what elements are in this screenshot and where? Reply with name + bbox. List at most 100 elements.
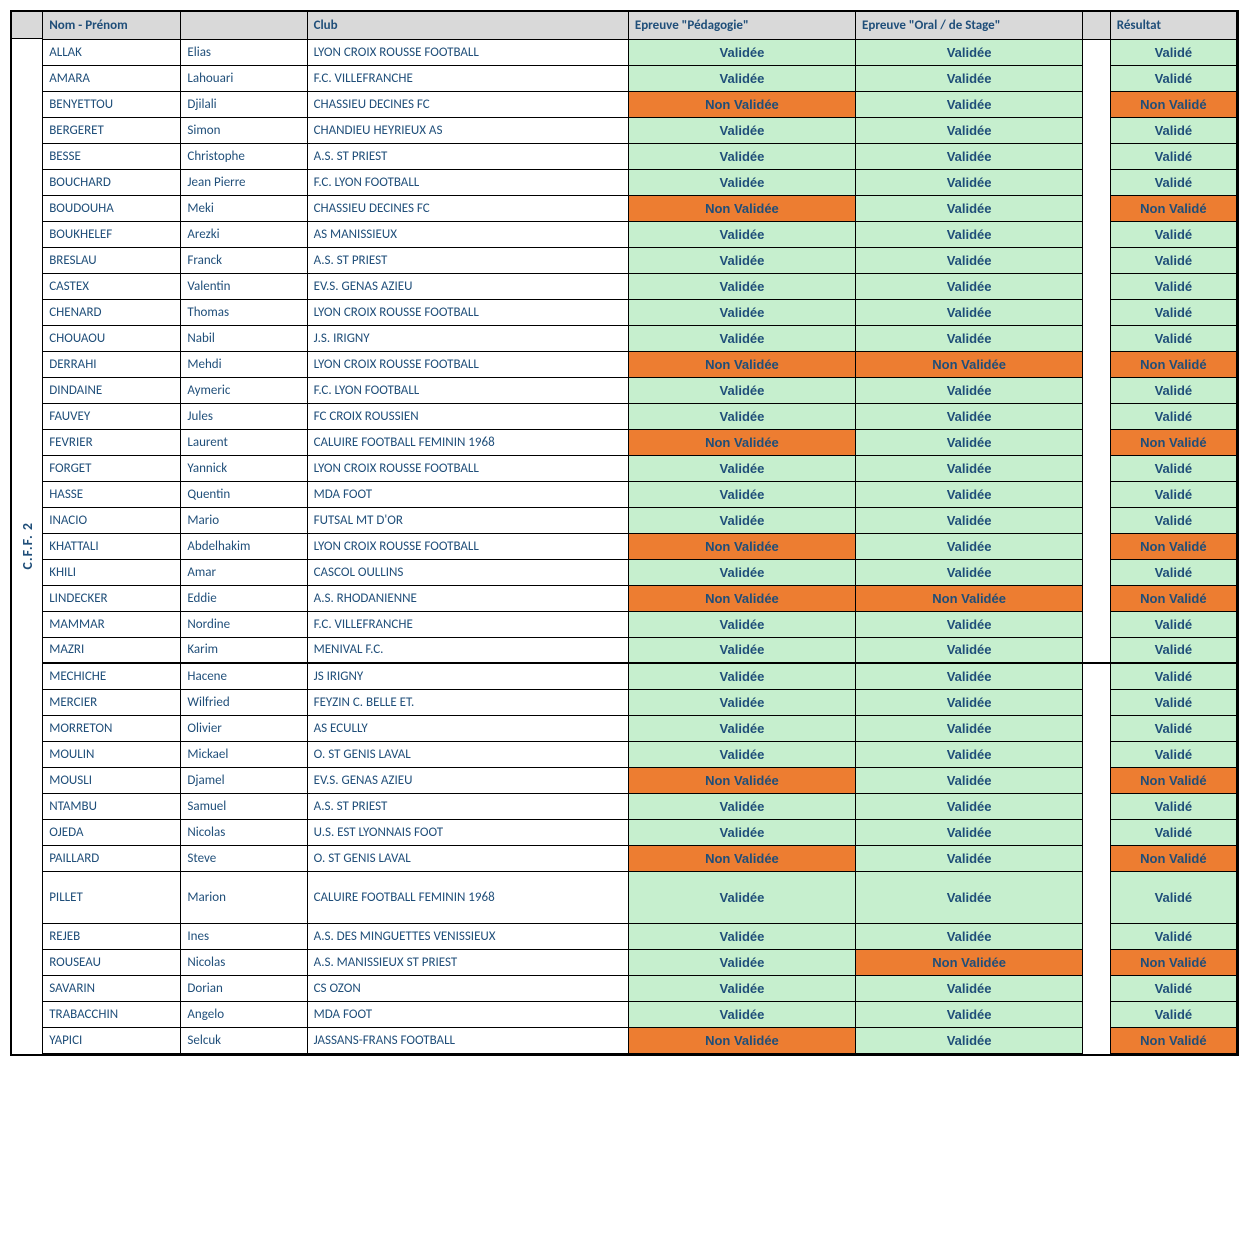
results-table: Nom - Prénom Club Epreuve "Pédagogie" Ep…: [43, 12, 1237, 1054]
cell-epreuve-pedagogie: Non Validée: [628, 845, 855, 871]
cell-prenom: Jules: [181, 403, 307, 429]
cell-resultat: Non Validé: [1110, 429, 1236, 455]
cell-epreuve-pedagogie: Validée: [628, 559, 855, 585]
cell-epreuve-oral: Validée: [856, 767, 1083, 793]
cell-resultat: Non Validé: [1110, 845, 1236, 871]
cell-resultat: Validé: [1110, 793, 1236, 819]
cell-prenom: Steve: [181, 845, 307, 871]
col-header-club: Club: [307, 12, 628, 39]
table-row: CHOUAOUNabilJ.S. IRIGNYValidéeValidéeVal…: [43, 325, 1236, 351]
gap-cell: [1083, 1001, 1111, 1027]
cell-prenom: Nicolas: [181, 949, 307, 975]
cell-prenom: Jean Pierre: [181, 169, 307, 195]
cell-nom: INACIO: [43, 507, 181, 533]
cell-nom: BERGERET: [43, 117, 181, 143]
cell-epreuve-oral: Validée: [856, 455, 1083, 481]
cell-epreuve-oral: Validée: [856, 429, 1083, 455]
cell-resultat: Non Validé: [1110, 585, 1236, 611]
table-row: CASTEXValentinEV.S. GENAS AZIEUValidéeVa…: [43, 273, 1236, 299]
cell-epreuve-pedagogie: Validée: [628, 1001, 855, 1027]
cell-epreuve-oral: Validée: [856, 871, 1083, 923]
cell-epreuve-pedagogie: Validée: [628, 741, 855, 767]
cell-epreuve-oral: Validée: [856, 143, 1083, 169]
cell-epreuve-oral: Validée: [856, 819, 1083, 845]
cell-nom: CHOUAOU: [43, 325, 181, 351]
cell-nom: OJEDA: [43, 819, 181, 845]
table-row: MAZRIKarimMENIVAL F.C.ValidéeValidéeVali…: [43, 637, 1236, 663]
cell-resultat: Validé: [1110, 221, 1236, 247]
cell-epreuve-oral: Validée: [856, 1001, 1083, 1027]
cell-club: F.C. VILLEFRANCHE: [307, 65, 628, 91]
cell-club: CHASSIEU DECINES FC: [307, 91, 628, 117]
cell-nom: YAPICI: [43, 1027, 181, 1053]
cell-resultat: Validé: [1110, 559, 1236, 585]
cell-resultat: Validé: [1110, 1001, 1236, 1027]
cell-epreuve-pedagogie: Validée: [628, 403, 855, 429]
cell-prenom: Aymeric: [181, 377, 307, 403]
cell-resultat: Validé: [1110, 377, 1236, 403]
gap-cell: [1083, 39, 1111, 65]
gap-cell: [1083, 871, 1111, 923]
table-row: KHILIAmarCASCOL OULLINSValidéeValidéeVal…: [43, 559, 1236, 585]
table-row: LINDECKEREddieA.S. RHODANIENNENon Validé…: [43, 585, 1236, 611]
cell-club: CS OZON: [307, 975, 628, 1001]
gap-cell: [1083, 689, 1111, 715]
cell-epreuve-oral: Validée: [856, 845, 1083, 871]
cell-club: MDA FOOT: [307, 481, 628, 507]
cell-resultat: Non Validé: [1110, 351, 1236, 377]
gap-cell: [1083, 377, 1111, 403]
cell-epreuve-pedagogie: Validée: [628, 637, 855, 663]
cell-nom: ROUSEAU: [43, 949, 181, 975]
cell-epreuve-oral: Validée: [856, 273, 1083, 299]
col-header-ep1: Epreuve "Pédagogie": [628, 12, 855, 39]
side-column: C.F.F. 2: [12, 12, 43, 1054]
table-row: FEVRIERLaurentCALUIRE FOOTBALL FEMININ 1…: [43, 429, 1236, 455]
cell-prenom: Wilfried: [181, 689, 307, 715]
cell-epreuve-oral: Non Validée: [856, 949, 1083, 975]
cell-epreuve-oral: Validée: [856, 299, 1083, 325]
cell-resultat: Non Validé: [1110, 767, 1236, 793]
table-row: DERRAHI MehdiLYON CROIX ROUSSE FOOTBALLN…: [43, 351, 1236, 377]
cell-resultat: Validé: [1110, 247, 1236, 273]
cell-nom: BENYETTOU: [43, 91, 181, 117]
gap-cell: [1083, 455, 1111, 481]
cell-epreuve-pedagogie: Validée: [628, 611, 855, 637]
gap-cell: [1083, 975, 1111, 1001]
cell-club: LYON CROIX ROUSSE FOOTBALL: [307, 299, 628, 325]
cell-prenom: Djamel: [181, 767, 307, 793]
cell-prenom: Marion: [181, 871, 307, 923]
cell-epreuve-pedagogie: Validée: [628, 481, 855, 507]
cell-epreuve-pedagogie: Validée: [628, 117, 855, 143]
table-row: BOUCHARDJean PierreF.C. LYON FOOTBALLVal…: [43, 169, 1236, 195]
cell-prenom: Djilali: [181, 91, 307, 117]
table-row: OJEDANicolasU.S. EST LYONNAIS FOOTValidé…: [43, 819, 1236, 845]
cell-epreuve-oral: Validée: [856, 377, 1083, 403]
cell-nom: TRABACCHIN: [43, 1001, 181, 1027]
cell-resultat: Validé: [1110, 975, 1236, 1001]
cell-epreuve-oral: Validée: [856, 65, 1083, 91]
cell-epreuve-oral: Validée: [856, 741, 1083, 767]
cell-epreuve-oral: Validée: [856, 325, 1083, 351]
cell-prenom: Mehdi: [181, 351, 307, 377]
cell-epreuve-pedagogie: Non Validée: [628, 767, 855, 793]
cell-club: A.S. ST PRIEST: [307, 247, 628, 273]
cell-epreuve-oral: Validée: [856, 1027, 1083, 1053]
gap-cell: [1083, 325, 1111, 351]
cell-club: J.S. IRIGNY: [307, 325, 628, 351]
cell-prenom: Samuel: [181, 793, 307, 819]
cell-resultat: Validé: [1110, 403, 1236, 429]
gap-cell: [1083, 351, 1111, 377]
col-header-prenom: [181, 12, 307, 39]
table-row: MERCIERWilfriedFEYZIN C. BELLE ET.Validé…: [43, 689, 1236, 715]
gap-cell: [1083, 819, 1111, 845]
cell-epreuve-oral: Validée: [856, 39, 1083, 65]
table-row: KHATTALIAbdelhakimLYON CROIX ROUSSE FOOT…: [43, 533, 1236, 559]
cell-prenom: Mickael: [181, 741, 307, 767]
cell-nom: KHILI: [43, 559, 181, 585]
gap-cell: [1083, 221, 1111, 247]
cell-prenom: Nicolas: [181, 819, 307, 845]
cell-epreuve-oral: Validée: [856, 117, 1083, 143]
table-row: BRESLAUFranckA.S. ST PRIESTValidéeValidé…: [43, 247, 1236, 273]
col-header-res: Résultat: [1110, 12, 1236, 39]
table-row: MORRETONOlivierAS ECULLYValidéeValidéeVa…: [43, 715, 1236, 741]
